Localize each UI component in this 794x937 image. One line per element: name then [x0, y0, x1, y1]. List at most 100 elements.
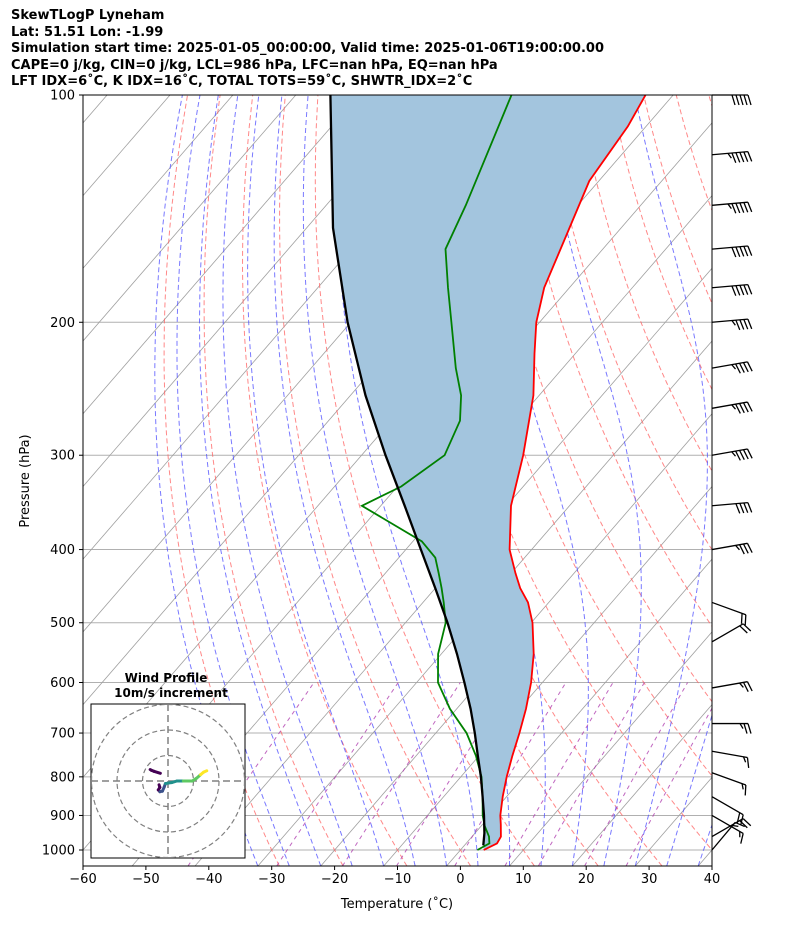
wind-barb [711, 361, 753, 374]
wind-barb [711, 818, 752, 838]
wind-barb-feather [744, 614, 747, 626]
wind-barb-feather [747, 94, 752, 106]
wind-barb-feather [732, 824, 739, 828]
wind-barb-staff [711, 822, 736, 851]
wind-barb-feather [739, 820, 748, 829]
wind-barb-feather [735, 544, 740, 551]
wind-barb [711, 814, 744, 844]
y-tick-label: 900 [50, 809, 75, 824]
wind-barb-feather [739, 202, 745, 213]
wind-barb-feather [743, 723, 748, 734]
wind-barb-staff [711, 542, 748, 551]
wind-barb-staff [711, 623, 744, 643]
wind-barb [711, 601, 747, 626]
dry-adiabat-line [480, 95, 712, 703]
wind-barb [711, 401, 753, 414]
wind-barb-feather [743, 202, 749, 213]
isotherm-line [761, 95, 794, 866]
profile-lines [329, 95, 647, 851]
wind-barb [712, 94, 752, 106]
stability-indices-2: LFT IDX=6˚C, K IDX=16˚C, TOTAL TOTS=59˚C… [11, 74, 473, 90]
series-parcel-line [329, 95, 486, 846]
mixing-ratio-line [537, 682, 645, 866]
wind-barb-feather [747, 723, 752, 734]
wind-barb-feather [742, 362, 749, 373]
x-tick-label: −60 [69, 872, 96, 887]
wind-barb-staff [711, 245, 748, 250]
wind-barb-feather [735, 403, 741, 414]
y-tick-label: 800 [50, 770, 75, 785]
wind-barb-feather [746, 401, 753, 412]
y-tick-label: 700 [50, 727, 75, 742]
wind-barb-feather [735, 246, 741, 257]
y-tick-label: 300 [50, 449, 75, 464]
y-axis-label: Pressure (hPa) [18, 434, 33, 527]
x-tick-label: −40 [195, 872, 222, 887]
station-title: SkewTLogP Lyneham [11, 8, 165, 23]
wind-barb-feather [740, 833, 744, 844]
wind-barb [711, 245, 753, 258]
chart-header: SkewTLogP Lyneham Lat: 51.51 Lon: -1.99 … [11, 8, 604, 91]
wind-barbs [711, 94, 753, 851]
wind-barb-feather [734, 821, 745, 828]
isotherm-line [697, 849, 712, 866]
y-tick-label: 500 [50, 616, 75, 631]
wind-barb-feather [739, 246, 745, 257]
isotherm-line [83, 95, 234, 269]
wind-barb-feather [735, 363, 741, 374]
wind-barb-feather [747, 318, 753, 330]
simulation-times: Simulation start time: 2025-01-05_00:00:… [11, 41, 604, 57]
wind-barb-feather [743, 94, 748, 106]
wind-barb-feather [735, 202, 741, 214]
dry-adiabat-line [578, 95, 712, 473]
isotherm-line [83, 95, 360, 415]
wind-barb-staff [711, 318, 748, 323]
wind-barb-staff [711, 818, 744, 838]
y-axis: 100 200 300 400 500 600 700 800 900 1000 [42, 89, 83, 859]
isotherm-line [446, 558, 712, 866]
moist-adiabat-line [697, 823, 712, 866]
y-tick-label: 100 [50, 89, 75, 104]
moist-adiabat-line [666, 713, 712, 866]
dry-adiabat-line [610, 95, 712, 391]
hodograph-title: Wind Profile [125, 671, 208, 685]
wind-barb [711, 542, 753, 555]
moist-adiabat-line [247, 95, 385, 866]
wind-barb-feather [727, 153, 732, 159]
wind-barb [711, 150, 753, 163]
wind-barb-feather [739, 723, 744, 729]
wind-barb-feather [735, 319, 741, 331]
y-tick-label: 200 [50, 316, 75, 331]
x-tick-label: −10 [384, 872, 411, 887]
x-tick-label: −20 [321, 872, 348, 887]
moist-adiabat-line [634, 95, 708, 866]
isotherm-line [257, 340, 712, 866]
wind-barb-feather [739, 503, 745, 514]
wind-barb-feather [738, 544, 745, 555]
wind-barb-feather [746, 543, 753, 553]
wind-barb-feather [739, 285, 745, 296]
wind-barb-feather [743, 319, 749, 330]
wind-barb-feather [746, 361, 753, 372]
wind-barb-feather [742, 543, 749, 554]
cape-cin-fill [330, 95, 646, 850]
hodograph-subtitle: 10m/s increment [114, 686, 228, 700]
wind-barb-feather [731, 285, 737, 296]
wind-barb-feather [731, 247, 737, 258]
wind-barb [711, 448, 753, 461]
wind-barb-feather [739, 152, 745, 163]
wind-barb-feather [742, 682, 749, 692]
dry-adiabat-line [163, 95, 280, 866]
wind-barb-feather [731, 94, 736, 106]
x-axis: −60 −50 −40 −30 −20 −10 0 10 20 30 40 [69, 866, 720, 887]
wind-barb-feather [738, 450, 745, 460]
wind-barb [711, 821, 745, 851]
wind-barb [711, 318, 753, 331]
wind-barb-feather [731, 404, 737, 410]
moist-adiabat-line [176, 95, 290, 866]
wind-barb-feather [747, 502, 753, 513]
wind-barb-feather [731, 364, 737, 370]
wind-barb-feather [743, 502, 749, 513]
x-tick-label: −30 [258, 872, 285, 887]
wind-barb-feather [747, 151, 753, 162]
